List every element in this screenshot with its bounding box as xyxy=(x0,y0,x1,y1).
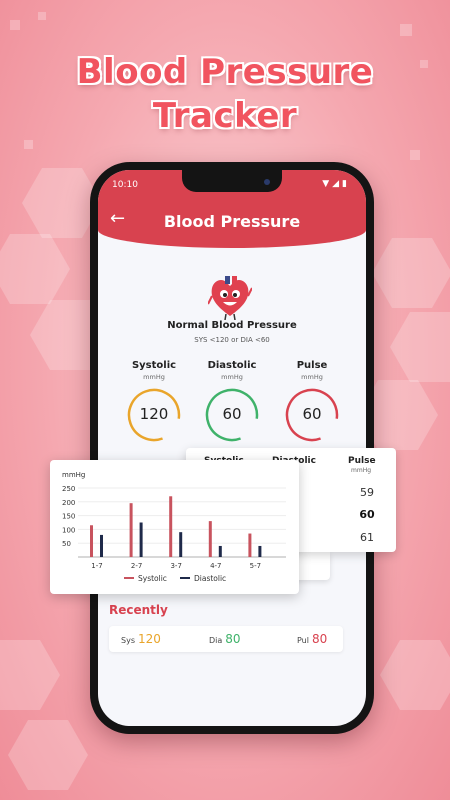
metric-value: 60 xyxy=(302,405,322,423)
battery-icon: ▮ xyxy=(342,179,350,189)
chart-ylabel: mmHg xyxy=(62,471,85,479)
chart-xtick-label: 1-7 xyxy=(91,562,102,570)
table-pulse-value: 61 xyxy=(360,531,374,544)
sys-label: Sys xyxy=(121,636,135,645)
table-pulse-unit: mmHg xyxy=(351,467,372,474)
table-pulse-value: 59 xyxy=(360,486,374,499)
table-header-pulse: Pulse xyxy=(348,456,376,466)
bp-chart-card: mmHg 250 200 150 100 50 1-7 2-7 3-7 4-7 5-7 Systol… xyxy=(50,460,299,594)
chart-ytick-label: 200 xyxy=(62,499,75,507)
chart-bar-diastolic xyxy=(218,545,222,557)
dia-value: 80 xyxy=(225,632,241,646)
chart-bar-diastolic xyxy=(179,532,183,557)
chart-bar-systolic xyxy=(208,521,212,557)
chart-xtick-label: 4-7 xyxy=(210,562,221,570)
chart-xtick-label: 3-7 xyxy=(170,562,181,570)
gauge-ring-pulse xyxy=(285,388,339,442)
chart-bar-systolic xyxy=(129,503,133,557)
metric-diastolic: Diastolic mmHg 60 xyxy=(192,360,272,443)
pul-label: Pul xyxy=(297,636,309,645)
page-title: Blood Pressure xyxy=(163,212,301,231)
chart-bar-diastolic xyxy=(139,522,143,557)
chart-xtick-label: 2-7 xyxy=(131,562,142,570)
arrow-left-icon[interactable]: ← xyxy=(110,208,126,229)
chart-xtick-label: 5-7 xyxy=(250,562,261,570)
signal-icon: ◢ xyxy=(332,179,343,189)
chart-ytick-label: 50 xyxy=(62,540,71,548)
gauge-ring-systolic xyxy=(127,388,181,442)
recent-title: Recently xyxy=(109,603,168,617)
bp-status-title: Normal Blood Pressure xyxy=(167,320,297,331)
bp-status-range: SYS <120 or DIA <60 xyxy=(194,336,270,344)
app-header: ← Blood Pressure xyxy=(98,200,366,248)
wifi-icon: ▼ xyxy=(322,179,333,189)
recent-reading-card[interactable]: Sys 120 Dia 80 Pul 80 xyxy=(109,626,343,652)
table-pulse-value: 60 xyxy=(359,508,375,521)
promo-title-line1: Blood Pressure xyxy=(76,52,374,92)
metric-value: 120 xyxy=(139,405,169,423)
chart-bar-diastolic xyxy=(258,545,262,557)
chart-bar-systolic xyxy=(169,496,173,557)
gauge-ring-diastolic xyxy=(205,388,259,442)
metric-label: Pulse xyxy=(296,360,328,371)
status-time: 10:10 xyxy=(112,180,138,190)
chart-legend-label: Diastolic xyxy=(194,574,226,583)
metric-label: Systolic xyxy=(131,360,177,371)
metric-label: Diastolic xyxy=(207,360,257,371)
chart-ytick-label: 150 xyxy=(62,513,75,521)
metric-unit: mmHg xyxy=(301,373,323,381)
metric-unit: mmHg xyxy=(143,373,165,381)
camera-notch xyxy=(182,170,282,192)
pul-value: 80 xyxy=(311,632,328,646)
chart-bar-systolic xyxy=(248,533,252,557)
metric-systolic: Systolic mmHg 120 xyxy=(114,360,194,443)
chart-ytick-label: 250 xyxy=(62,485,75,493)
sys-value: 120 xyxy=(137,632,161,646)
heart-mascot-icon xyxy=(208,276,252,320)
metric-unit: mmHg xyxy=(221,373,243,381)
camera-lens xyxy=(264,179,270,185)
metric-value: 60 xyxy=(222,405,242,423)
dia-label: Dia xyxy=(209,636,223,645)
chart-ytick-label: 100 xyxy=(62,526,75,534)
metric-pulse: Pulse mmHg 60 xyxy=(272,360,352,443)
promo-title-line2: Tracker xyxy=(152,96,298,136)
bp-bar-chart: mmHg 250 200 150 100 50 1-7 2-7 3-7 4-7 5-7 Systol… xyxy=(62,471,286,583)
chart-legend-label: Systolic xyxy=(138,574,167,583)
chart-bar-diastolic xyxy=(100,534,103,557)
chart-bar-systolic xyxy=(90,525,93,557)
